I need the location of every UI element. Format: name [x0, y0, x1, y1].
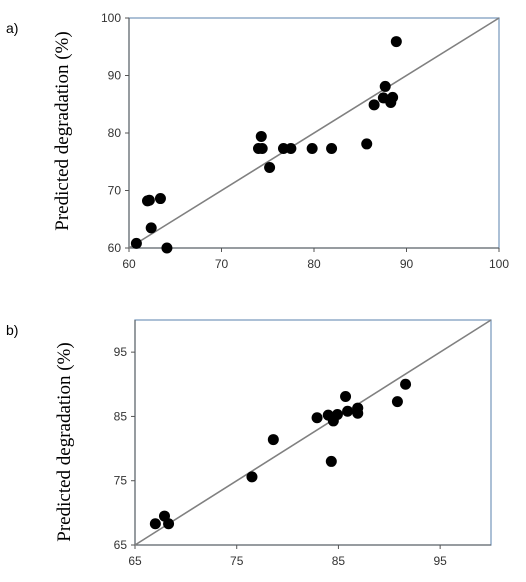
chart-b-x-tick-label: 65 — [128, 554, 142, 568]
chart-a-data-point — [306, 143, 318, 155]
chart-a-x-tick-label: 100 — [489, 257, 509, 271]
chart-a-data-point — [285, 143, 297, 155]
chart-a-y-tick-label: 60 — [108, 241, 122, 255]
chart-b-x-tick-label: 75 — [230, 554, 244, 568]
panel-b-label: b) — [6, 322, 19, 338]
chart-b-y-tick-label: 65 — [114, 538, 128, 552]
chart-a-data-point — [368, 99, 380, 111]
chart-a-data-point — [379, 80, 391, 92]
chart-b-data-point — [340, 391, 352, 402]
chart-a-data-point — [255, 130, 267, 142]
chart-b-data-point — [331, 409, 343, 420]
chart-b-ticks: 65 75 85 95 65 75 85 95 — [114, 345, 447, 568]
chart-b-y-tick-label: 75 — [114, 474, 128, 488]
chart-a-x-tick-label: 90 — [400, 257, 414, 271]
chart-b-x-tick-label: 95 — [433, 554, 447, 568]
chart-b-data-point — [325, 455, 337, 467]
chart-b-data-point — [163, 518, 175, 530]
chart-b-y-tick-label: 95 — [114, 345, 128, 359]
chart-b-data-point — [267, 434, 279, 446]
chart-b-data-point — [391, 396, 403, 408]
chart-a-data-point — [130, 237, 142, 249]
chart-b-data-point — [400, 378, 412, 390]
chart-a-ticks: 60 70 80 90 100 60 70 80 90 100 — [101, 11, 509, 271]
chart-a-data-point — [326, 143, 338, 155]
chart-a-data-point — [154, 193, 166, 205]
chart-a-data-point — [390, 36, 402, 48]
chart-a-data-point — [361, 138, 373, 150]
chart-a-data-point — [387, 91, 399, 103]
chart-b-y-tick-label: 85 — [114, 409, 128, 423]
chart-a-y-tick-label: 90 — [108, 69, 122, 83]
chart-a-data-point — [161, 242, 173, 254]
chart-a-data-point — [264, 162, 276, 173]
chart-a-reference-line — [128, 17, 500, 249]
chart-a-y-tick-label: 70 — [108, 184, 122, 198]
chart-a-x-tick-label: 70 — [215, 257, 229, 271]
chart-b-data-point — [311, 412, 323, 424]
chart-a-x-tick-label: 80 — [307, 257, 321, 271]
chart-a-data-point — [143, 194, 155, 206]
chart-a-y-tick-label: 80 — [108, 126, 122, 140]
panel-a-label: a) — [6, 20, 19, 36]
chart-b-reference-line — [134, 319, 492, 546]
chart-b-data-point — [342, 405, 354, 417]
chart-a-data-point — [145, 222, 157, 234]
chart-a-y-tick-label: 100 — [101, 11, 121, 25]
chart-b-data-point — [352, 402, 364, 414]
chart-b-x-tick-label: 85 — [332, 554, 346, 568]
chart-b-data-point — [246, 471, 258, 483]
chart-a-data-point — [256, 143, 268, 155]
chart-b-data-point — [149, 518, 161, 530]
chart-a-x-tick-label: 60 — [122, 257, 136, 271]
